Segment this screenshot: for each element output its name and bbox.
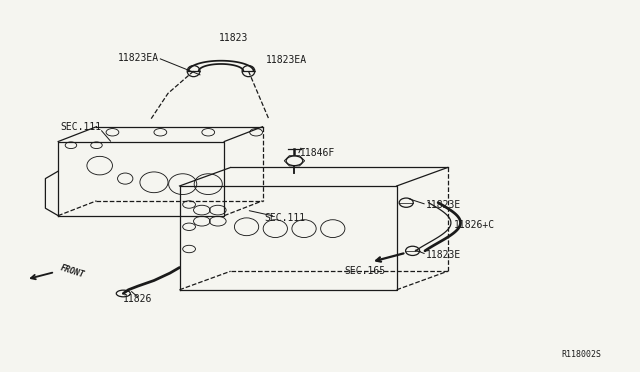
- Text: 11823: 11823: [219, 33, 248, 43]
- Text: SEC.111: SEC.111: [60, 122, 101, 132]
- Text: SEC.165: SEC.165: [344, 266, 385, 276]
- Text: I1846F: I1846F: [300, 148, 335, 158]
- Text: R118002S: R118002S: [561, 350, 601, 359]
- Text: SEC.111: SEC.111: [264, 212, 305, 222]
- Text: 11823E: 11823E: [426, 199, 461, 209]
- Text: 11826: 11826: [124, 294, 153, 304]
- Text: 11823EA: 11823EA: [266, 55, 307, 65]
- Text: FRONT: FRONT: [60, 263, 86, 279]
- Text: 11823EA: 11823EA: [118, 53, 159, 63]
- Text: 11826+C: 11826+C: [454, 220, 495, 230]
- Text: 11823E: 11823E: [426, 250, 461, 260]
